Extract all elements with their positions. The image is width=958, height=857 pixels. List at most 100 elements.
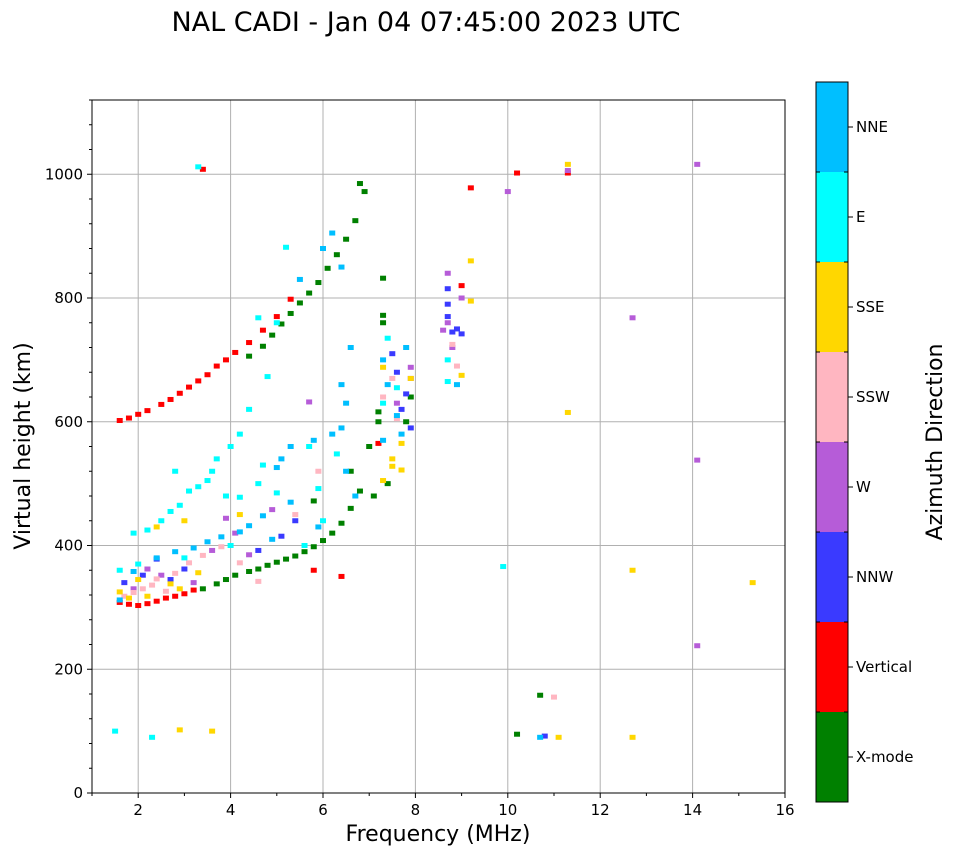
data-point	[172, 549, 179, 555]
data-point	[306, 399, 313, 405]
data-point	[209, 728, 216, 734]
data-point	[149, 582, 156, 588]
data-points	[112, 161, 756, 740]
data-point	[453, 382, 460, 388]
data-point	[380, 394, 387, 400]
data-point	[444, 357, 451, 363]
data-point	[356, 488, 363, 494]
data-point	[273, 559, 280, 565]
data-point	[158, 572, 165, 578]
data-point	[453, 363, 460, 369]
data-point	[444, 314, 451, 320]
y-axis-label: Virtual height (km)	[11, 342, 36, 549]
grid-lines	[92, 100, 786, 794]
data-point	[130, 530, 137, 536]
data-point	[130, 590, 137, 596]
series-e	[112, 164, 507, 740]
data-point	[694, 643, 701, 649]
data-point	[384, 481, 391, 487]
y-tick-label: 0	[73, 784, 83, 802]
data-point	[255, 315, 262, 321]
colorbar-segment	[816, 352, 848, 442]
colorbar-segment	[816, 172, 848, 262]
data-point	[380, 312, 387, 318]
data-point	[407, 375, 414, 381]
data-point	[407, 394, 414, 400]
data-point	[458, 283, 465, 289]
data-point	[125, 601, 132, 607]
series-vertical	[116, 166, 571, 609]
data-point	[306, 290, 313, 296]
data-point	[167, 396, 174, 402]
data-point	[167, 508, 174, 514]
data-point	[246, 568, 253, 574]
data-point	[209, 468, 216, 474]
data-point	[181, 555, 188, 561]
data-point	[338, 264, 345, 270]
data-point	[236, 494, 243, 500]
data-point	[320, 538, 326, 544]
data-point	[176, 727, 183, 733]
data-point	[375, 409, 382, 415]
data-point	[361, 189, 368, 195]
data-point	[139, 572, 146, 578]
data-point	[467, 258, 474, 264]
data-point	[403, 391, 410, 397]
data-point	[380, 364, 387, 370]
data-point	[504, 189, 511, 195]
data-point	[135, 561, 142, 567]
data-point	[259, 462, 266, 468]
data-point	[139, 586, 146, 592]
data-point	[153, 524, 160, 530]
data-point	[273, 490, 280, 496]
data-point	[273, 314, 280, 320]
data-point	[255, 481, 262, 487]
data-point	[204, 539, 211, 545]
data-point	[393, 369, 400, 375]
data-point	[144, 408, 151, 414]
data-point	[380, 478, 387, 484]
data-point	[398, 440, 405, 446]
data-point	[296, 276, 303, 282]
chart-title: NAL CADI - Jan 04 07:45:00 2023 UTC	[171, 7, 680, 38]
data-point	[343, 400, 350, 406]
data-point	[296, 300, 303, 306]
colorbar-segment	[816, 712, 848, 802]
data-point	[125, 415, 132, 421]
x-tick-label: 4	[226, 801, 236, 819]
data-point	[407, 425, 414, 431]
data-point	[190, 580, 197, 586]
data-point	[444, 286, 451, 292]
data-point	[153, 576, 160, 582]
data-point	[514, 731, 521, 737]
data-point	[186, 384, 193, 390]
data-point	[227, 543, 234, 548]
data-point	[112, 728, 119, 734]
data-point	[283, 556, 290, 562]
plot-frame	[91, 99, 786, 794]
data-point	[407, 364, 414, 370]
data-point	[273, 465, 280, 471]
data-point	[537, 692, 544, 698]
y-axis: 0 200 400 600 800 1000	[45, 99, 92, 802]
data-point	[158, 401, 165, 407]
data-point	[255, 547, 262, 553]
data-point	[315, 486, 322, 492]
colorbar-tick-label: NNE	[856, 118, 888, 136]
data-point	[366, 444, 373, 449]
data-point	[440, 327, 447, 333]
data-point	[162, 595, 169, 601]
x-tick-label: 8	[411, 801, 421, 819]
data-point	[694, 161, 701, 167]
data-point	[375, 440, 382, 446]
data-point	[186, 560, 193, 566]
data-point	[380, 320, 387, 326]
colorbar: X-mode Vertical NNW W SSW SSE E NNE	[815, 81, 913, 803]
data-point	[199, 166, 206, 172]
data-point	[356, 181, 363, 187]
data-point	[320, 518, 326, 524]
data-point	[269, 332, 276, 338]
data-point	[116, 567, 123, 573]
data-point	[287, 499, 294, 505]
data-point	[315, 280, 322, 286]
